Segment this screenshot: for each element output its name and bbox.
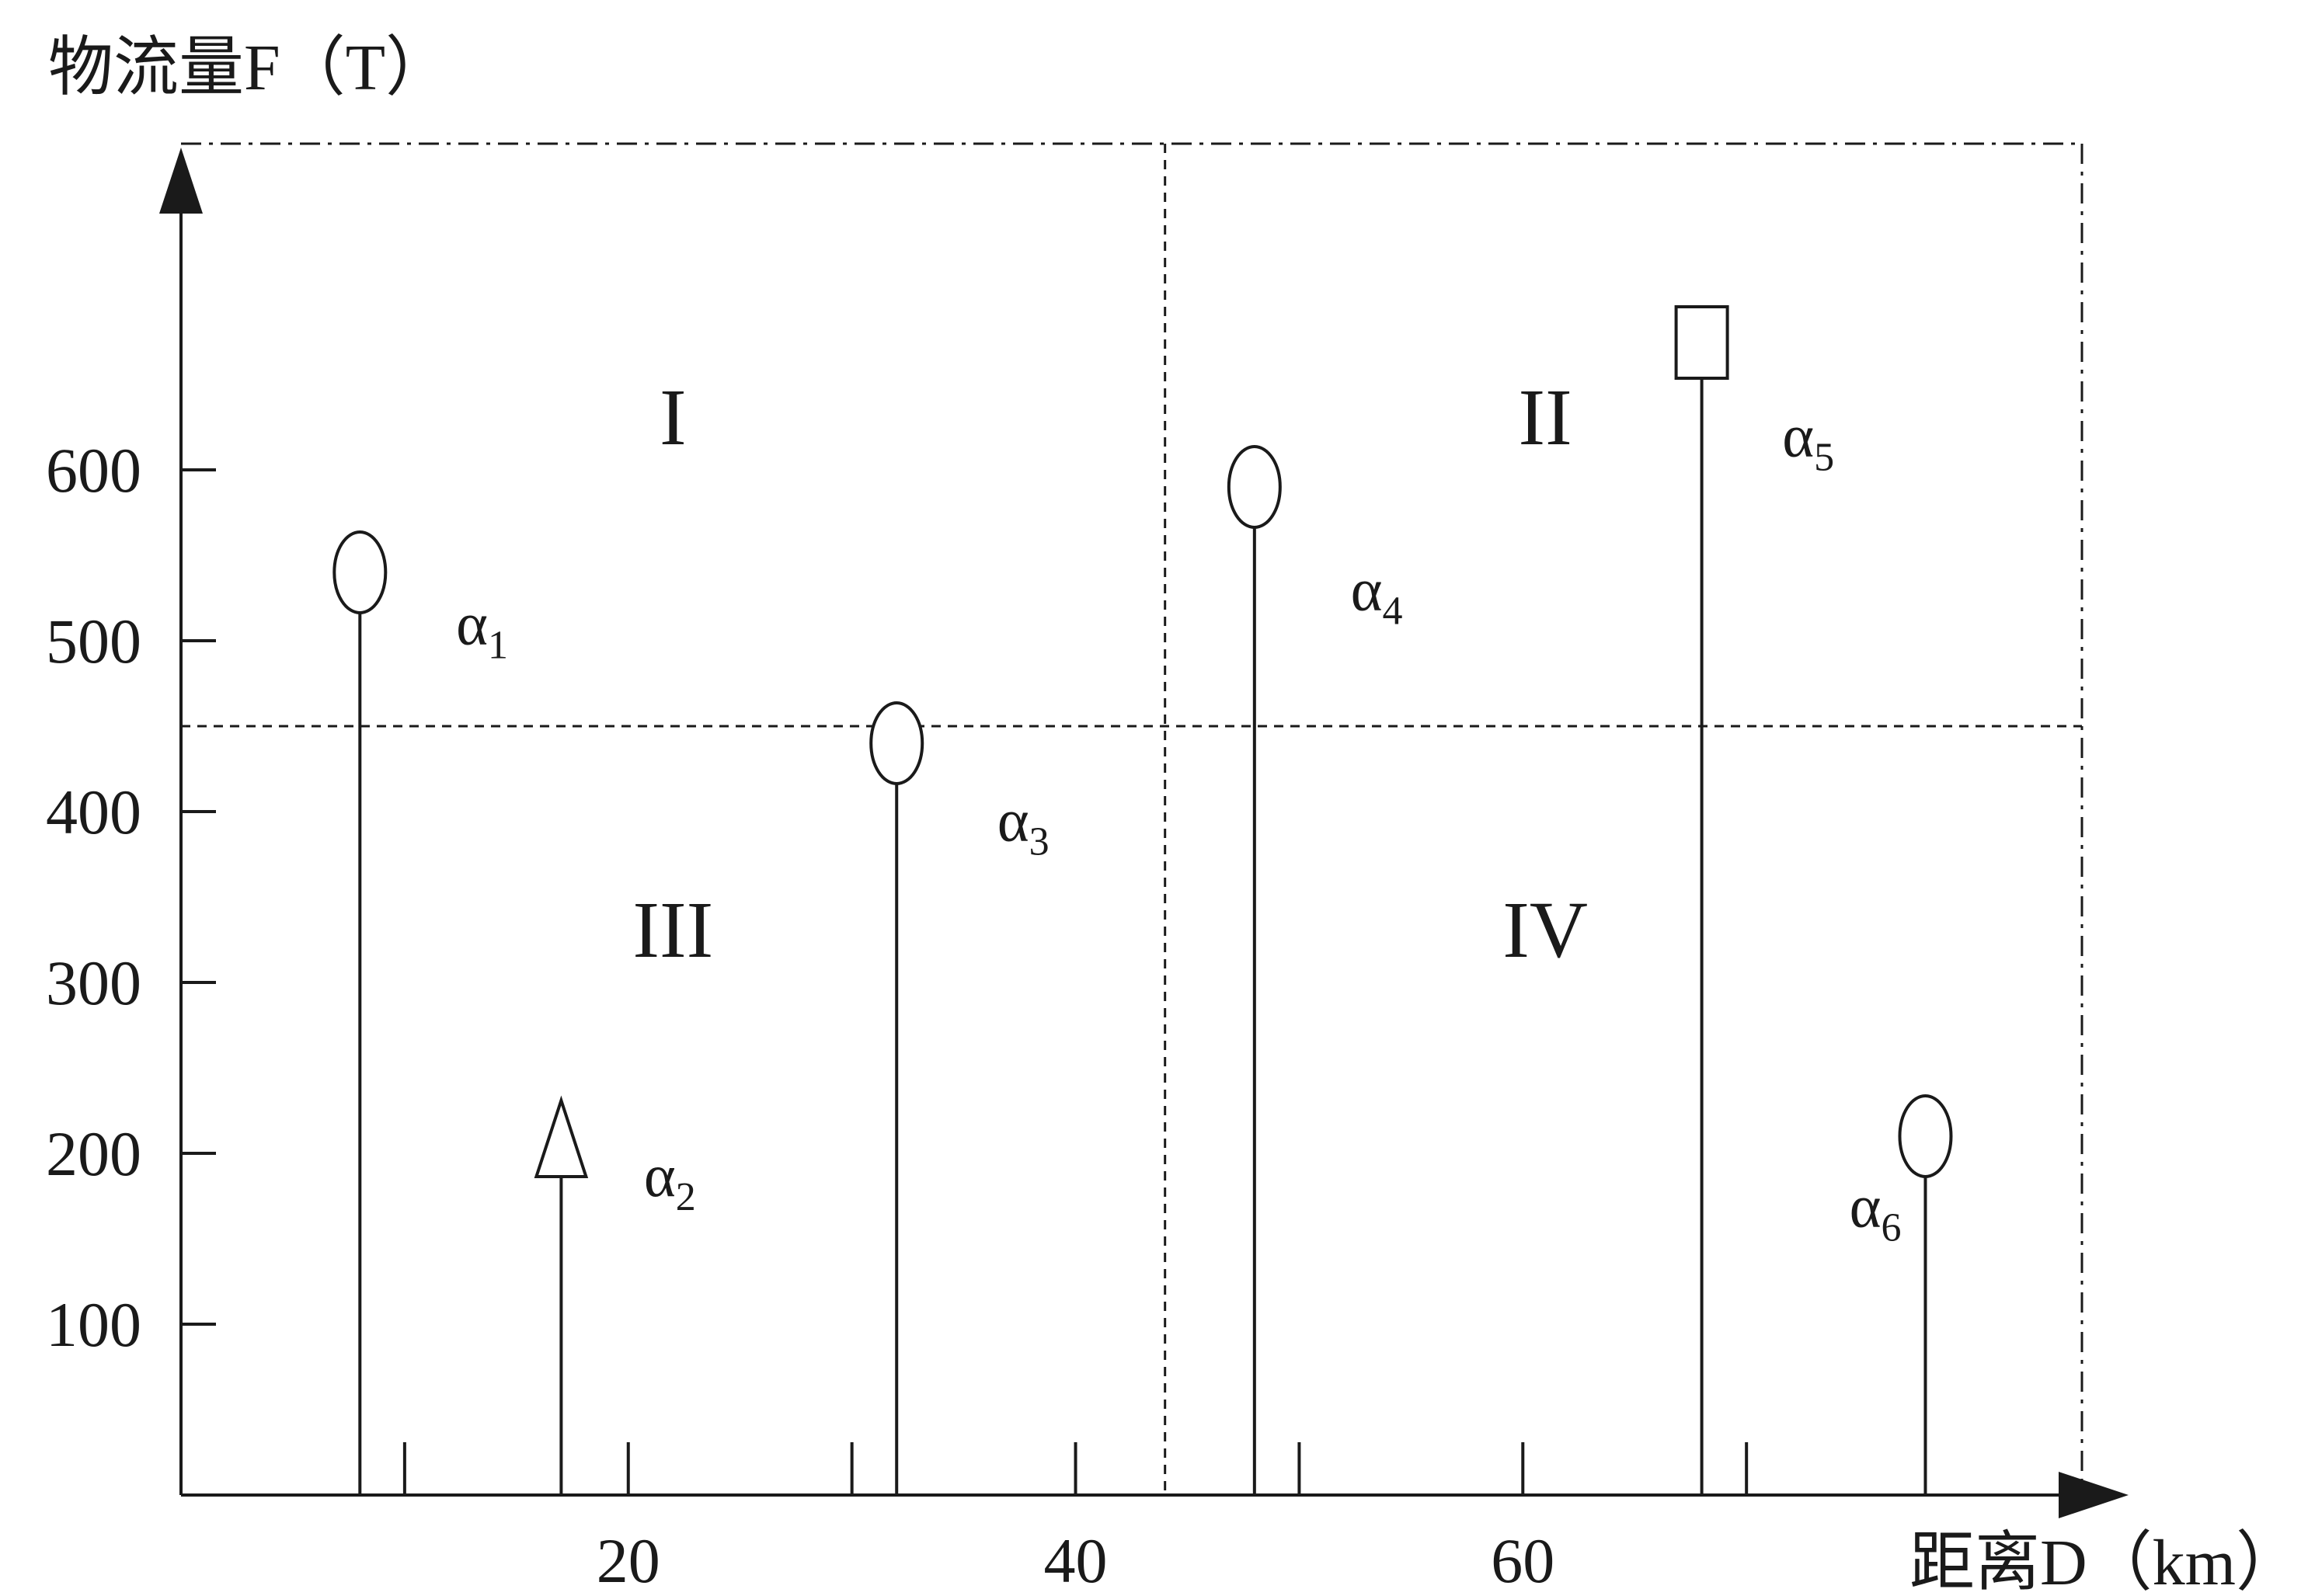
y-axis-arrow	[159, 148, 203, 214]
y-tick-label-300: 300	[46, 948, 141, 1018]
y-tick-label-200: 200	[46, 1118, 141, 1189]
point-label-subscript: 2	[676, 1175, 696, 1219]
y-tick-label-500: 500	[46, 606, 141, 676]
point-label-letter: α	[456, 589, 488, 657]
point-alpha-2: α2	[534, 1095, 696, 1495]
point-alpha-6: α6	[1850, 1094, 1953, 1495]
y-tick-label-400: 400	[46, 777, 141, 847]
y-axis-title: 物流量F（T）	[48, 32, 451, 104]
point-label-letter: α	[997, 786, 1029, 854]
point-label: α6	[1850, 1173, 1902, 1250]
point-label: α4	[1351, 555, 1403, 633]
point-label-letter: α	[644, 1142, 676, 1209]
point-alpha-5: α5	[1674, 305, 1834, 1495]
point-alpha-1: α1	[332, 530, 508, 1495]
point-label-subscript: 3	[1029, 819, 1050, 864]
point-label-subscript: 1	[488, 623, 508, 667]
marker-circle	[1898, 1094, 1953, 1178]
region-1-label: I	[660, 373, 687, 462]
y-tick-label-100: 100	[46, 1289, 141, 1360]
plot-frame	[181, 142, 2083, 1495]
point-alpha-3: α3	[869, 701, 1050, 1495]
point-label: α2	[644, 1142, 696, 1219]
point-label-subscript: 6	[1881, 1206, 1901, 1250]
point-label-letter: α	[1351, 555, 1383, 623]
marker-square	[1674, 305, 1729, 380]
marker-circle	[1227, 445, 1282, 529]
x-tick-label-40: 40	[1044, 1525, 1108, 1596]
point-label-letter: α	[1782, 402, 1814, 469]
x-tick-label-60: 60	[1491, 1525, 1554, 1596]
x-tick-label-20: 20	[597, 1525, 660, 1596]
marker-circle	[869, 701, 924, 785]
region-3-label: III	[632, 885, 713, 975]
point-alpha-4: α4	[1227, 445, 1403, 1495]
point-label-subscript: 4	[1382, 589, 1402, 633]
point-label: α5	[1782, 402, 1834, 479]
x-axis-title: 距离D（km）	[1909, 1527, 2301, 1596]
quadrant-dividers	[181, 144, 2082, 1495]
point-label-subscript: 5	[1814, 435, 1834, 479]
point-label: α3	[997, 786, 1050, 864]
tick-marks: 100 200 300 400 500 600 20 40 60	[46, 435, 1749, 1596]
point-label: α1	[456, 589, 508, 667]
y-tick-label-600: 600	[46, 435, 141, 506]
region-4-label: IV	[1502, 885, 1588, 975]
axes	[159, 148, 2129, 1518]
region-2-label: II	[1518, 373, 1572, 462]
point-label-letter: α	[1850, 1173, 1882, 1240]
marker-circle	[332, 530, 388, 614]
x-axis-arrow	[2059, 1472, 2129, 1518]
